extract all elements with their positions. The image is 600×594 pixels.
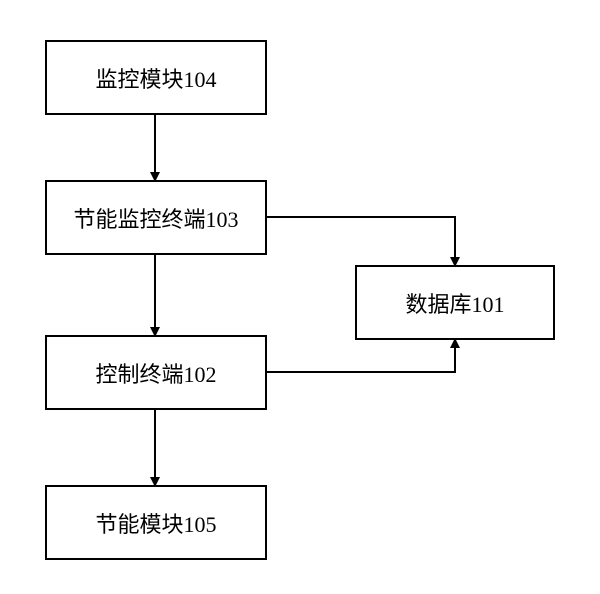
flow-node-label: 节能模块105 xyxy=(95,507,216,539)
flow-node-n103: 节能监控终端103 xyxy=(45,180,267,255)
flow-node-n104: 监控模块104 xyxy=(45,40,267,115)
flow-node-label: 控制终端102 xyxy=(95,357,216,389)
flow-node-label: 监控模块104 xyxy=(95,62,216,94)
flow-node-label: 节能监控终端103 xyxy=(73,202,238,234)
flow-node-n105: 节能模块105 xyxy=(45,485,267,560)
flow-node-n101: 数据库101 xyxy=(355,265,555,340)
flow-edge-n102-n101 xyxy=(267,340,455,372)
flow-edge-n103-n101 xyxy=(267,217,455,265)
flow-node-label: 数据库101 xyxy=(405,287,504,319)
flow-node-n102: 控制终端102 xyxy=(45,335,267,410)
